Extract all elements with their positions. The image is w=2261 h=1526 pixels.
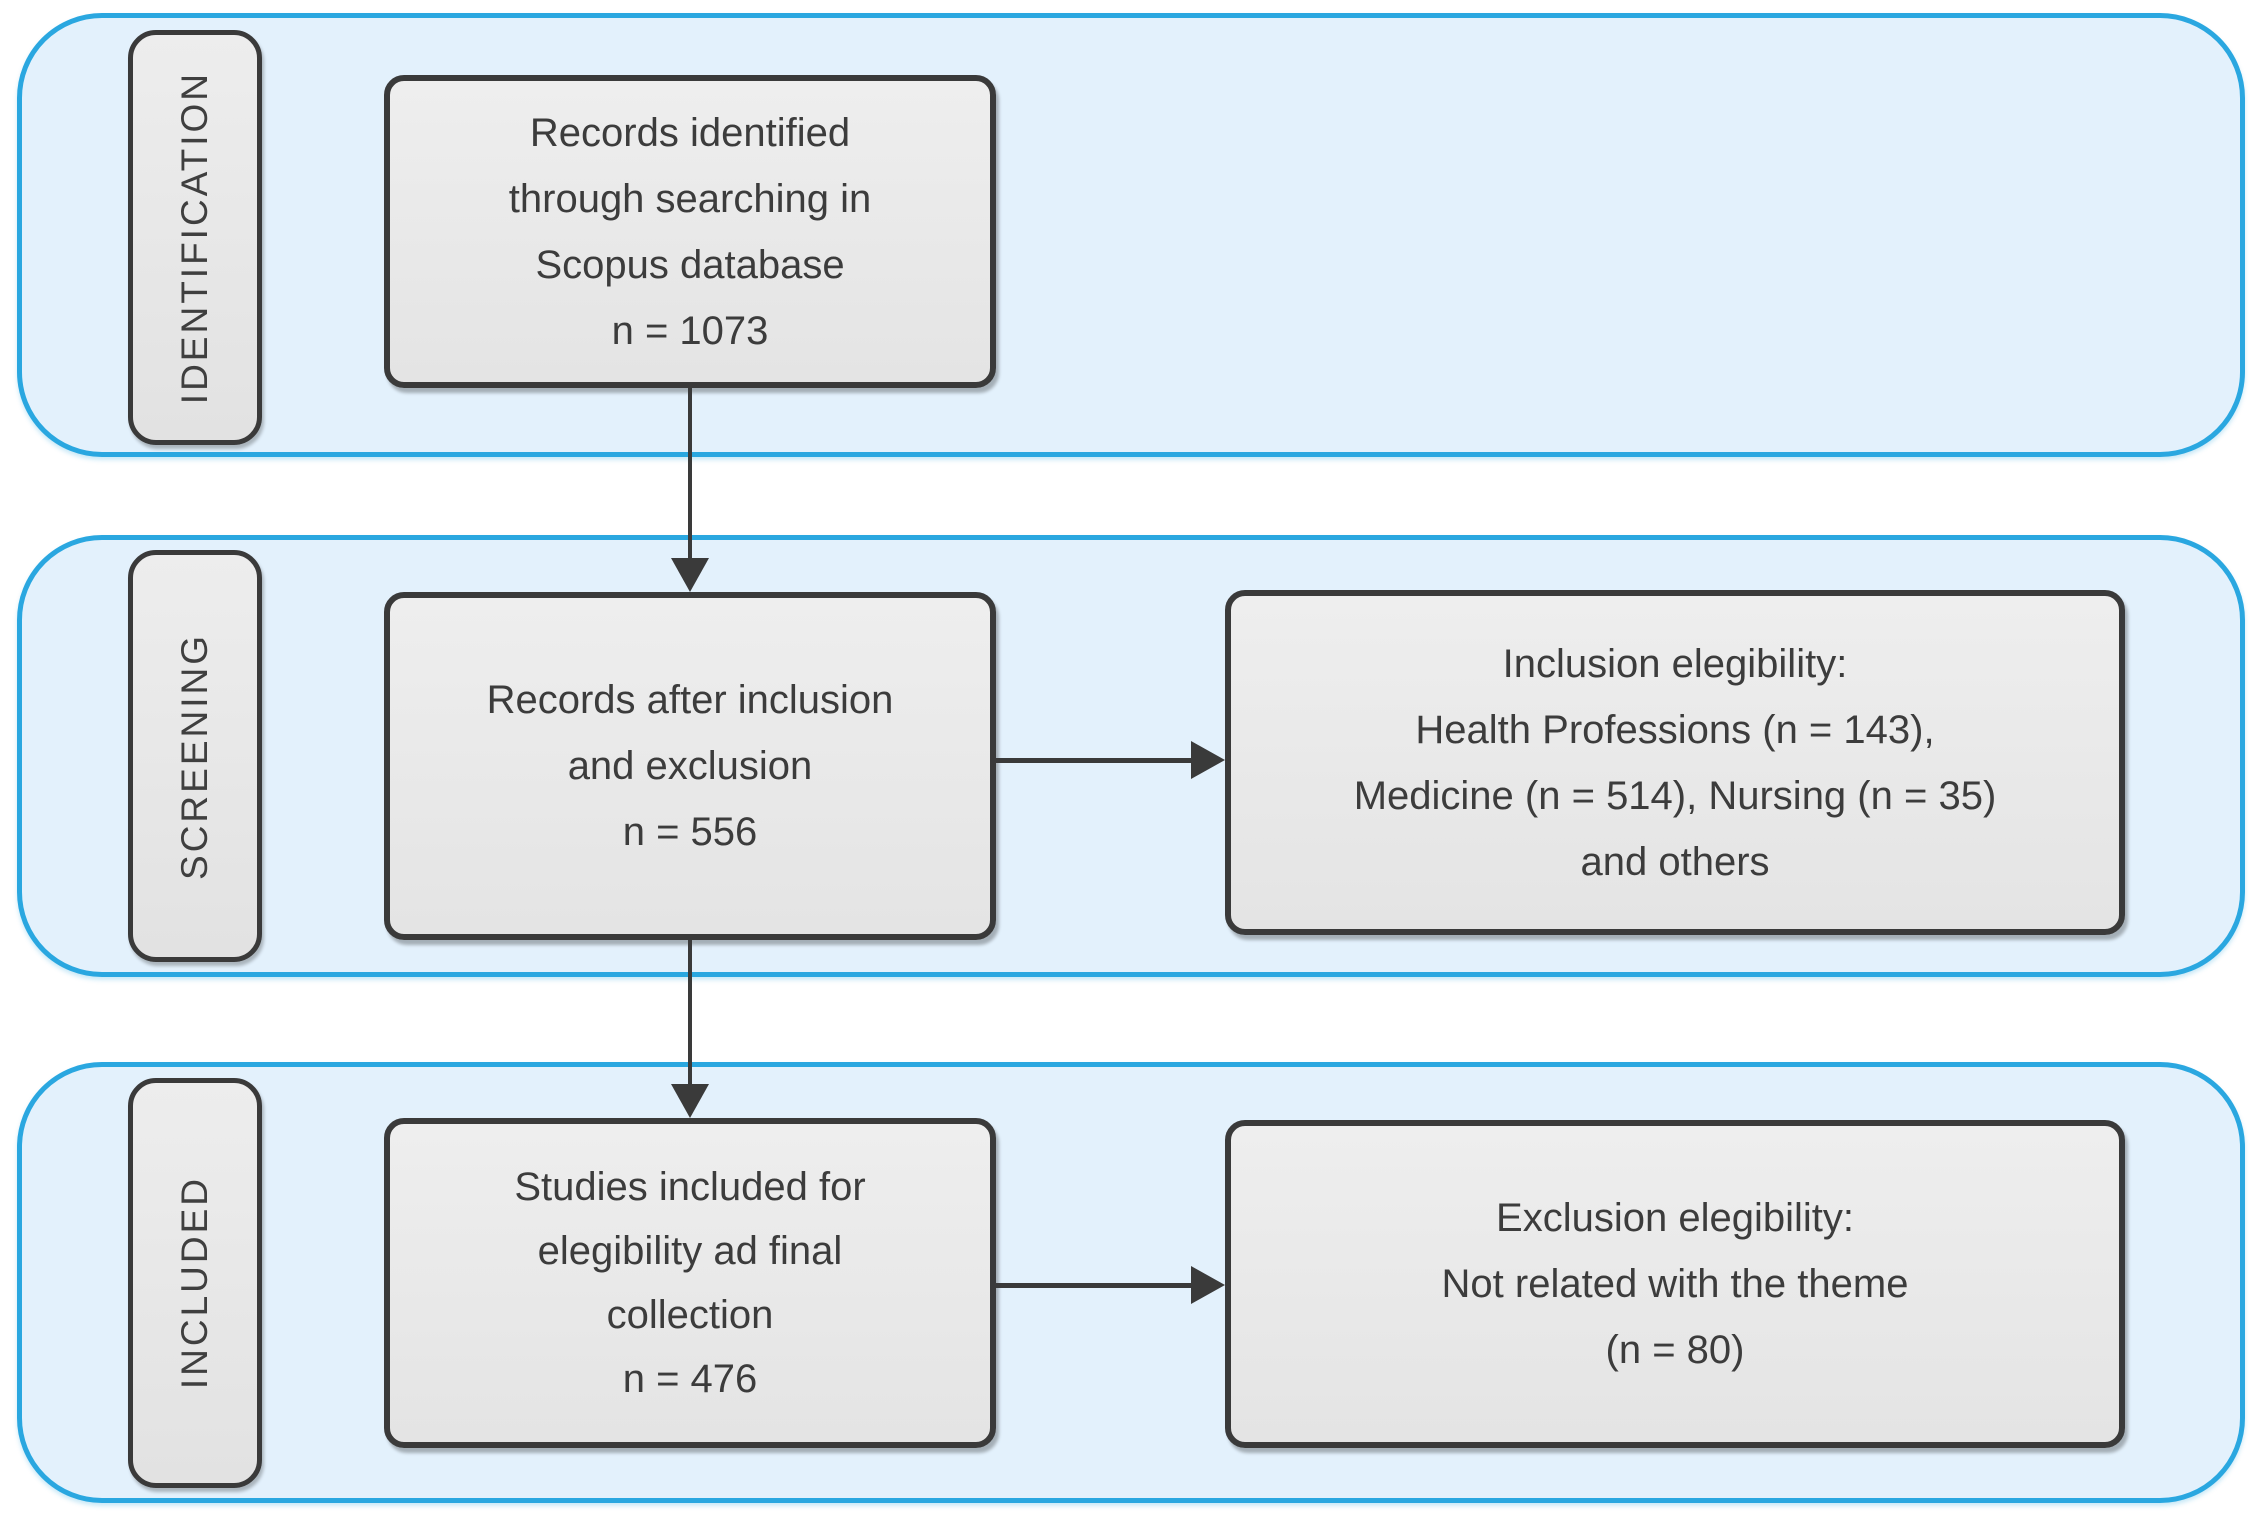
- identification-band: [17, 13, 2245, 457]
- identification-label-pill: IDENTIFICATION: [128, 30, 262, 445]
- identification-label: IDENTIFICATION: [174, 70, 215, 405]
- exclusion-elegibility-box: Exclusion elegibility: Not related with …: [1225, 1120, 2125, 1448]
- arrow-shaft: [996, 1283, 1193, 1288]
- box-line: Health Professions (n = 143),: [1415, 707, 1935, 752]
- box-line: through searching in: [508, 176, 872, 221]
- screening-label-pill: SCREENING: [128, 550, 262, 962]
- box-line: Medicine (n = 514), Nursing (n = 35): [1353, 773, 1997, 818]
- box-line: Records identified: [529, 110, 851, 155]
- box-line: Inclusion elegibility:: [1502, 641, 1848, 686]
- arrow-shaft: [996, 758, 1193, 763]
- box-line: elegibility ad final: [537, 1229, 843, 1273]
- arrowhead-down-icon: [671, 558, 709, 592]
- arrowhead-right-icon: [1191, 741, 1225, 779]
- included-label: INCLUDED: [174, 1176, 215, 1390]
- arrowhead-right-icon: [1191, 1266, 1225, 1304]
- box-line: Exclusion elegibility:: [1496, 1196, 1854, 1240]
- box-line: n = 476: [622, 1357, 758, 1401]
- box-line: and others: [1580, 839, 1770, 884]
- arrowhead-down-icon: [671, 1084, 709, 1118]
- box-line: and exclusion: [567, 744, 813, 788]
- box-line: Records after inclusion: [486, 678, 894, 722]
- box-line: n = 1073: [611, 308, 769, 353]
- inclusion-elegibility-box: Inclusion elegibility: Health Profession…: [1225, 590, 2125, 935]
- screening-label: SCREENING: [174, 632, 215, 880]
- box-line: Not related with the theme: [1441, 1262, 1909, 1306]
- records-after-inclusion-exclusion-box: Records after inclusion and exclusion n …: [384, 592, 996, 940]
- records-identified-box: Records identified through searching in …: [384, 75, 996, 388]
- box-line: Scopus database: [535, 242, 845, 287]
- box-line: collection: [606, 1293, 774, 1337]
- included-label-pill: INCLUDED: [128, 1078, 262, 1488]
- arrow-shaft: [688, 388, 692, 560]
- box-line: (n = 80): [1605, 1328, 1745, 1372]
- box-line: Studies included for: [514, 1165, 866, 1209]
- box-line: n = 556: [622, 810, 758, 854]
- studies-included-box: Studies included for elegibility ad fina…: [384, 1118, 996, 1448]
- arrow-shaft: [688, 940, 692, 1086]
